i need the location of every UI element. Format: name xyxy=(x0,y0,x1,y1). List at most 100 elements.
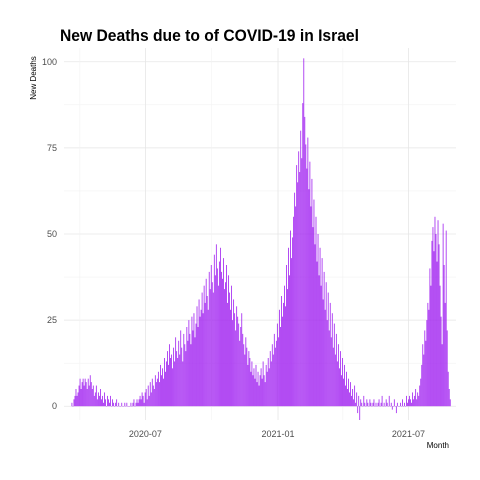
bar xyxy=(328,330,330,407)
bar xyxy=(280,327,281,407)
bar xyxy=(141,392,143,407)
bar xyxy=(438,244,440,407)
bar xyxy=(380,402,382,407)
bar xyxy=(245,337,247,407)
y-tick-label: 0 xyxy=(52,401,57,411)
bar xyxy=(393,399,395,407)
bar xyxy=(237,316,239,407)
bar xyxy=(364,402,366,407)
bar xyxy=(233,299,235,407)
bar xyxy=(147,385,149,407)
bar xyxy=(216,268,218,407)
bar xyxy=(226,265,227,407)
bar xyxy=(338,368,340,407)
bar xyxy=(74,395,76,407)
bar xyxy=(166,361,167,407)
bar xyxy=(352,389,354,407)
bar xyxy=(425,340,427,407)
bar xyxy=(258,385,260,407)
bar xyxy=(359,406,361,420)
bar xyxy=(178,340,180,407)
bar xyxy=(306,168,308,407)
bar xyxy=(372,402,374,407)
bar xyxy=(284,285,285,407)
bar xyxy=(77,392,79,407)
bar xyxy=(304,116,306,407)
bar xyxy=(115,402,117,407)
bar xyxy=(318,275,320,407)
bar xyxy=(407,402,408,407)
bar xyxy=(240,327,242,407)
bar xyxy=(164,358,165,407)
bar xyxy=(126,402,128,407)
bar xyxy=(79,378,81,407)
bar xyxy=(169,344,170,407)
bar xyxy=(285,306,286,407)
bar xyxy=(295,206,297,407)
bar xyxy=(337,344,339,407)
bar xyxy=(71,402,73,407)
bar xyxy=(171,354,172,407)
bar xyxy=(324,309,326,407)
bar xyxy=(90,382,92,407)
bar xyxy=(93,395,95,407)
x-tick-label: 2020-07 xyxy=(129,429,162,439)
bar xyxy=(154,375,156,407)
bar xyxy=(107,395,108,407)
bar xyxy=(175,337,177,407)
bar xyxy=(410,399,411,407)
bar xyxy=(330,337,332,407)
bar xyxy=(390,402,392,407)
bar xyxy=(326,320,328,407)
bar xyxy=(329,302,331,407)
bar xyxy=(416,399,418,407)
bar xyxy=(97,392,99,407)
bar xyxy=(149,382,151,407)
bar xyxy=(211,282,213,407)
bar xyxy=(422,344,424,407)
bar xyxy=(189,333,191,407)
bar xyxy=(174,361,176,407)
bar xyxy=(367,402,369,407)
bar xyxy=(443,265,445,407)
bar xyxy=(342,358,343,407)
bar xyxy=(78,385,80,407)
bar xyxy=(444,302,446,407)
bar xyxy=(268,368,270,407)
y-tick-label: 100 xyxy=(42,57,57,67)
bar xyxy=(109,402,110,407)
bar xyxy=(424,330,426,407)
bar xyxy=(256,382,258,407)
bar xyxy=(81,382,83,407)
bar xyxy=(204,302,206,407)
bar xyxy=(406,395,407,407)
bar xyxy=(163,378,164,407)
bar xyxy=(101,399,102,407)
y-tick-label: 25 xyxy=(47,315,57,325)
bar xyxy=(428,309,430,407)
y-axis-label: New Deaths xyxy=(29,56,38,100)
bar xyxy=(254,378,256,407)
bar xyxy=(293,216,295,407)
bar xyxy=(137,402,139,407)
bar xyxy=(288,247,289,407)
bar xyxy=(180,330,182,407)
bar xyxy=(375,402,377,407)
bar xyxy=(447,371,449,407)
bar xyxy=(212,292,214,407)
bar xyxy=(146,399,148,407)
bar xyxy=(218,261,220,407)
bar xyxy=(234,313,236,407)
bar xyxy=(298,151,300,407)
bar xyxy=(202,313,204,407)
bar xyxy=(161,375,162,407)
bar xyxy=(420,378,422,407)
bar xyxy=(232,320,234,407)
bar xyxy=(94,392,96,407)
bar xyxy=(133,399,135,407)
bar xyxy=(388,395,390,407)
bar xyxy=(357,406,359,414)
bar xyxy=(80,389,82,407)
bar xyxy=(235,330,237,407)
bar xyxy=(73,399,75,407)
